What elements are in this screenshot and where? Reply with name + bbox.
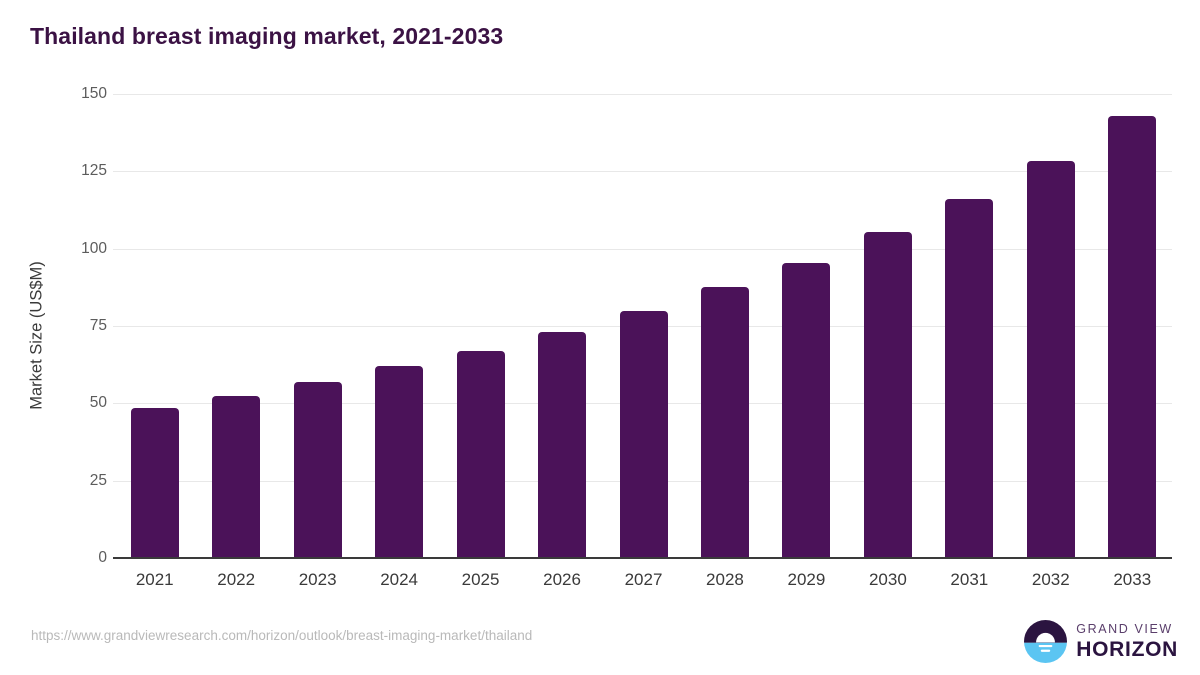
bar[interactable] <box>130 407 179 558</box>
y-axis-tick-label: 25 <box>89 471 107 489</box>
x-axis-tick-label: 2033 <box>1113 570 1152 589</box>
y-axis-tick-label: 150 <box>81 85 107 102</box>
bar[interactable] <box>212 395 261 558</box>
brand-name-primary: GRAND VIEW <box>1076 622 1173 637</box>
bar[interactable] <box>1108 115 1157 558</box>
x-axis-tick-label: 2029 <box>787 570 826 589</box>
brand-name-secondary: HORIZON <box>1076 637 1178 661</box>
bar[interactable] <box>1026 160 1075 558</box>
gridline <box>113 248 1172 250</box>
x-axis-line <box>113 557 1172 559</box>
y-axis-title: Market Size (US$M) <box>27 261 46 410</box>
bar[interactable] <box>538 332 587 558</box>
x-axis-tick-label: 2026 <box>543 570 581 589</box>
x-axis-tick-group: 2021 2022 2023 2024 2025 2026 2027 2028 2029 2030… <box>113 570 1172 598</box>
source-url[interactable]: https://www.grandviewresearch.com/horizo… <box>31 628 533 643</box>
plot-area <box>113 94 1172 558</box>
gridline <box>113 94 1172 95</box>
bar[interactable] <box>375 366 424 558</box>
bar[interactable] <box>945 199 994 558</box>
x-axis-tick-label: 2021 <box>135 570 174 589</box>
y-axis-tick-label: 100 <box>81 239 107 257</box>
bar[interactable] <box>456 350 505 558</box>
x-axis-tick-label: 2023 <box>298 570 337 589</box>
x-axis-tick-label: 2030 <box>868 570 907 589</box>
x-axis-tick-label: 2022 <box>217 570 256 589</box>
bar[interactable] <box>619 310 668 558</box>
y-axis-tick-label: 0 <box>98 549 107 566</box>
bar[interactable] <box>293 381 342 558</box>
x-axis-tick-label: 2031 <box>950 570 989 589</box>
y-axis-tick-label: 125 <box>81 162 107 180</box>
x-axis-tick-label: 2032 <box>1031 570 1070 589</box>
x-axis-tick-label: 2027 <box>624 570 663 589</box>
bar[interactable] <box>700 287 749 558</box>
brand-text: GRAND VIEW HORIZON <box>1076 623 1178 660</box>
x-axis-tick-label: 2024 <box>380 570 419 589</box>
brand-logo: GRAND VIEW HORIZON <box>1024 620 1178 663</box>
y-axis-tick-label: 75 <box>89 317 107 334</box>
x-axis-tick-label: 2025 <box>461 570 500 589</box>
horizon-sunrise-circle-icon <box>1024 620 1068 663</box>
y-axis-tick-label: 50 <box>89 394 107 412</box>
bar[interactable] <box>782 262 831 558</box>
gridline <box>113 171 1172 173</box>
bar[interactable] <box>863 231 912 558</box>
page-title: Thailand breast imaging market, 2021-203… <box>30 23 504 49</box>
y-axis-tick-group: 0 25 50 75 100 125 150 <box>49 0 107 675</box>
x-axis-tick-label: 2028 <box>706 570 744 589</box>
